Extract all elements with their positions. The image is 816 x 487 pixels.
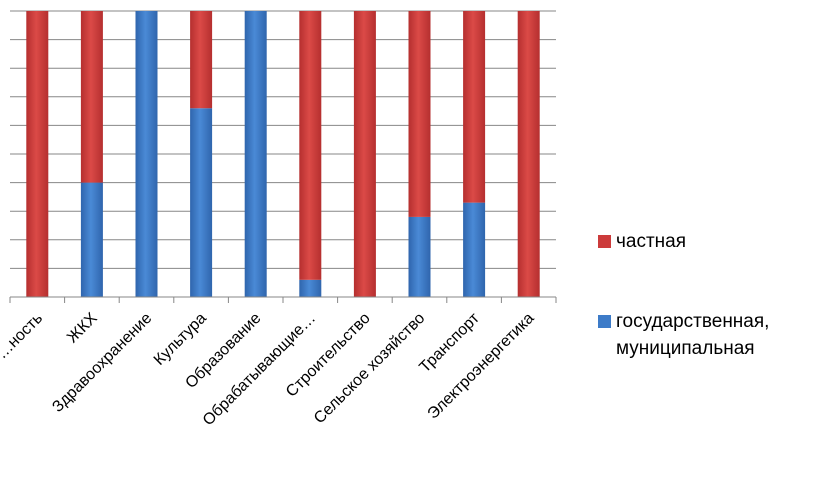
- bar-segment-public: [299, 279, 322, 297]
- bar-segment-private: [463, 11, 486, 203]
- category-label: ЖКХ: [64, 310, 101, 347]
- category-labels: …ность ЖКХЗдравоохранениеКультураОбразова…: [0, 309, 538, 429]
- legend-swatch-public: [598, 315, 611, 328]
- category-label: …ность: [0, 310, 46, 363]
- bars: [26, 11, 540, 298]
- bar-segment-private: [190, 11, 213, 109]
- bar-segment-public: [135, 11, 158, 297]
- bar-segment-public: [190, 108, 213, 298]
- bar-segment-private: [80, 11, 103, 183]
- bar-segment-private: [408, 11, 431, 217]
- category-label: Сельское хозяйство: [311, 310, 428, 427]
- bar-segment-private: [353, 11, 376, 297]
- bar-segment-public: [80, 182, 103, 297]
- legend-label-public: государственная, муниципальная: [616, 311, 770, 359]
- category-label: Здравоохранение: [49, 310, 155, 416]
- category-label: Электроэнергетика: [425, 310, 538, 423]
- bar-segment-public: [244, 11, 267, 297]
- x-axis: [9, 296, 557, 303]
- bar-segment-private: [517, 11, 540, 297]
- bar-segment-private: [299, 11, 322, 280]
- legend-swatch-private: [598, 235, 611, 248]
- legend-label-private: частная: [616, 231, 687, 252]
- bar-segment-public: [463, 202, 486, 297]
- bar-segment-public: [408, 216, 431, 297]
- bar-segment-private: [26, 11, 49, 297]
